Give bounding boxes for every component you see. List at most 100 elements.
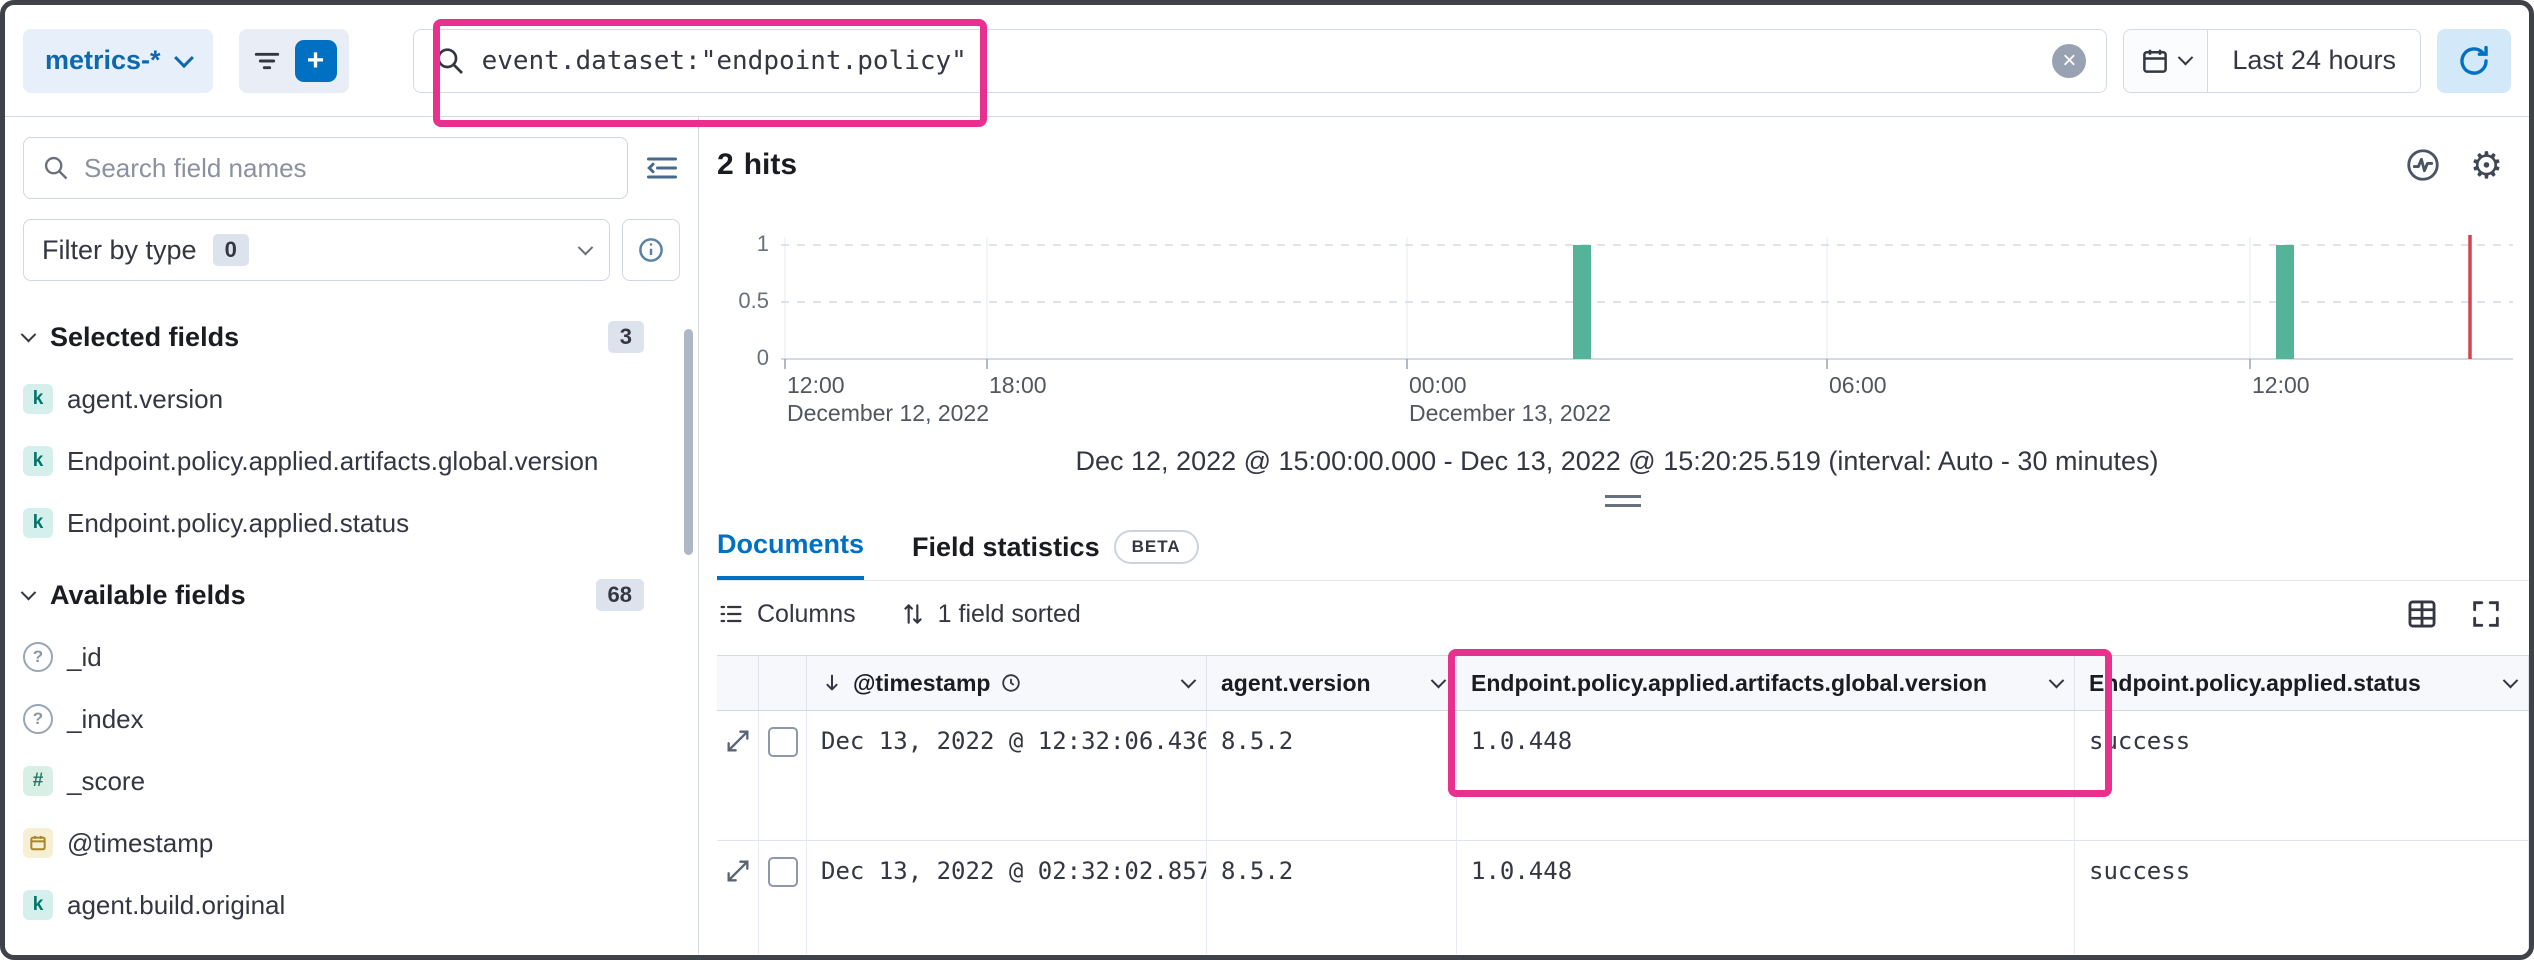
histogram-chart[interactable]: 1 0.5 0 12:00 December 12, 2022 18:00 00… — [717, 227, 2529, 432]
row-select-cell — [759, 711, 807, 841]
display-options-icon[interactable] — [2405, 597, 2439, 631]
sort-fields-button[interactable]: 1 field sorted — [900, 600, 1081, 629]
column-header-timestamp[interactable]: @timestamp — [807, 656, 1207, 710]
fullscreen-icon[interactable] — [2469, 597, 2503, 631]
available-fields-count: 68 — [595, 579, 644, 611]
table-row: Dec 13, 2022 @ 02:32:02.857 8.5.2 1.0.44… — [717, 841, 2529, 954]
query-input[interactable]: event.dataset:"endpoint.policy" × — [412, 28, 2108, 93]
sort-icon — [900, 601, 926, 627]
selected-fields-label: Selected fields — [50, 321, 240, 352]
column-header-policy-status[interactable]: Endpoint.policy.applied.status — [2075, 656, 2529, 710]
table-header-row: @timestamp agent.version Endpoint.policy… — [717, 656, 2529, 711]
tab-documents[interactable]: Documents — [717, 529, 865, 580]
field-name: _id — [67, 642, 102, 672]
header-control-cell — [717, 656, 759, 710]
body: Search field names Filter by type 0 — [5, 117, 2529, 954]
field-name: _index — [67, 704, 144, 734]
time-range-button[interactable]: Last 24 hours — [2208, 30, 2420, 92]
gear-icon[interactable]: ⚙ — [2469, 143, 2503, 187]
keyword-token-icon: k — [23, 890, 53, 920]
header-select-cell — [759, 656, 807, 710]
sort-descending-icon — [821, 672, 843, 694]
filter-by-type-row: Filter by type 0 — [23, 219, 680, 281]
close-icon: × — [2062, 46, 2077, 74]
selected-fields-header[interactable]: Selected fields 3 — [20, 321, 680, 353]
data-view-picker[interactable]: metrics-* — [23, 28, 213, 93]
svg-text:12:00: 12:00 — [787, 372, 845, 398]
filter-icon[interactable] — [251, 45, 283, 77]
column-header-agent-version[interactable]: agent.version — [1207, 656, 1457, 710]
refresh-icon — [2457, 44, 2491, 78]
field-item[interactable]: ? _id — [23, 641, 680, 673]
documents-table: @timestamp agent.version Endpoint.policy… — [717, 655, 2529, 954]
field-item[interactable]: k Endpoint.policy.applied.status — [23, 507, 680, 539]
histogram-bar — [1573, 245, 1591, 359]
table-row: Dec 13, 2022 @ 12:32:06.436 8.5.2 1.0.44… — [717, 711, 2529, 841]
expand-icon — [727, 730, 748, 752]
cell-policy-version: 1.0.448 — [1457, 711, 2075, 841]
unknown-field-token-icon: ? — [23, 642, 53, 672]
chevron-down-icon[interactable] — [1180, 672, 1197, 688]
chevron-down-icon[interactable] — [2502, 672, 2519, 688]
date-picker-menu-button[interactable] — [2124, 29, 2209, 92]
field-item[interactable]: k Endpoint.policy.applied.artifacts.glob… — [23, 445, 680, 477]
date-token-icon — [23, 828, 53, 858]
field-search-placeholder: Search field names — [84, 152, 307, 183]
refresh-button[interactable] — [2437, 28, 2511, 93]
columns-button[interactable]: Columns — [717, 600, 856, 629]
chart-toggle-icon[interactable] — [2404, 146, 2442, 184]
collapse-sidebar-icon[interactable] — [644, 150, 680, 186]
filter-controls: + — [238, 28, 349, 93]
filter-count-badge: 0 — [212, 234, 249, 266]
field-search-input[interactable]: Search field names — [23, 137, 628, 199]
chart-header-icons: ⚙ — [2404, 146, 2503, 184]
histogram-svg: 1 0.5 0 12:00 December 12, 2022 18:00 00… — [738, 231, 2513, 426]
time-range-caption: Dec 12, 2022 @ 15:00:00.000 - Dec 13, 20… — [1075, 446, 2159, 476]
filter-by-type-select[interactable]: Filter by type 0 — [23, 219, 610, 281]
field-item[interactable]: k agent.build.original — [23, 889, 680, 921]
expand-row-button[interactable] — [717, 841, 759, 954]
svg-text:12:00: 12:00 — [2252, 372, 2310, 398]
cell-timestamp: Dec 13, 2022 @ 02:32:02.857 — [807, 841, 1207, 954]
top-bar: metrics-* + event.dataset:"endpoint.poli… — [5, 5, 2529, 117]
row-checkbox[interactable] — [767, 727, 798, 757]
chevron-down-icon — [20, 326, 37, 342]
chevron-down-icon[interactable] — [1430, 672, 1447, 688]
column-header-policy-version[interactable]: Endpoint.policy.applied.artifacts.global… — [1457, 656, 2075, 710]
cell-timestamp: Dec 13, 2022 @ 12:32:06.436 — [807, 711, 1207, 841]
cell-policy-status: success — [2075, 711, 2529, 841]
filter-by-type-label: Filter by type — [42, 234, 197, 265]
field-item[interactable]: @timestamp — [23, 827, 680, 859]
svg-text:December 13, 2022: December 13, 2022 — [1409, 400, 1611, 426]
field-name: agent.version — [67, 384, 224, 414]
chevron-down-icon[interactable] — [2048, 672, 2065, 688]
data-view-label: metrics-* — [45, 45, 161, 75]
available-fields-header[interactable]: Available fields 68 — [20, 579, 680, 611]
keyword-token-icon: k — [23, 508, 53, 538]
hits-row: 2 hits ⚙ — [717, 143, 2529, 187]
field-types-info-button[interactable] — [622, 219, 680, 281]
clear-query-button[interactable]: × — [2052, 43, 2087, 78]
row-select-cell — [759, 841, 807, 954]
sidebar-scrollbar[interactable] — [684, 329, 693, 555]
cell-policy-status: success — [2075, 841, 2529, 954]
query-text: event.dataset:"endpoint.policy" — [481, 45, 967, 76]
histogram-bar — [2276, 245, 2294, 359]
expand-icon — [727, 860, 748, 882]
fields-sidebar: Search field names Filter by type 0 — [5, 117, 699, 954]
beta-badge: BETA — [1113, 530, 1199, 564]
add-filter-button[interactable]: + — [294, 39, 337, 82]
search-icon — [434, 45, 466, 77]
number-token-icon: # — [23, 766, 53, 796]
expand-row-button[interactable] — [717, 711, 759, 841]
selected-fields-count: 3 — [607, 321, 644, 353]
field-name: @timestamp — [67, 828, 214, 858]
chart-resize-handle[interactable] — [1605, 495, 1641, 507]
field-item[interactable]: # _score — [23, 765, 680, 797]
field-item[interactable]: ? _index — [23, 703, 680, 735]
row-checkbox[interactable] — [767, 857, 798, 887]
field-item[interactable]: k agent.version — [23, 383, 680, 415]
tab-field-statistics[interactable]: Field statistics BETA — [912, 530, 1199, 580]
field-name: agent.build.original — [67, 890, 286, 920]
svg-text:18:00: 18:00 — [989, 372, 1047, 398]
